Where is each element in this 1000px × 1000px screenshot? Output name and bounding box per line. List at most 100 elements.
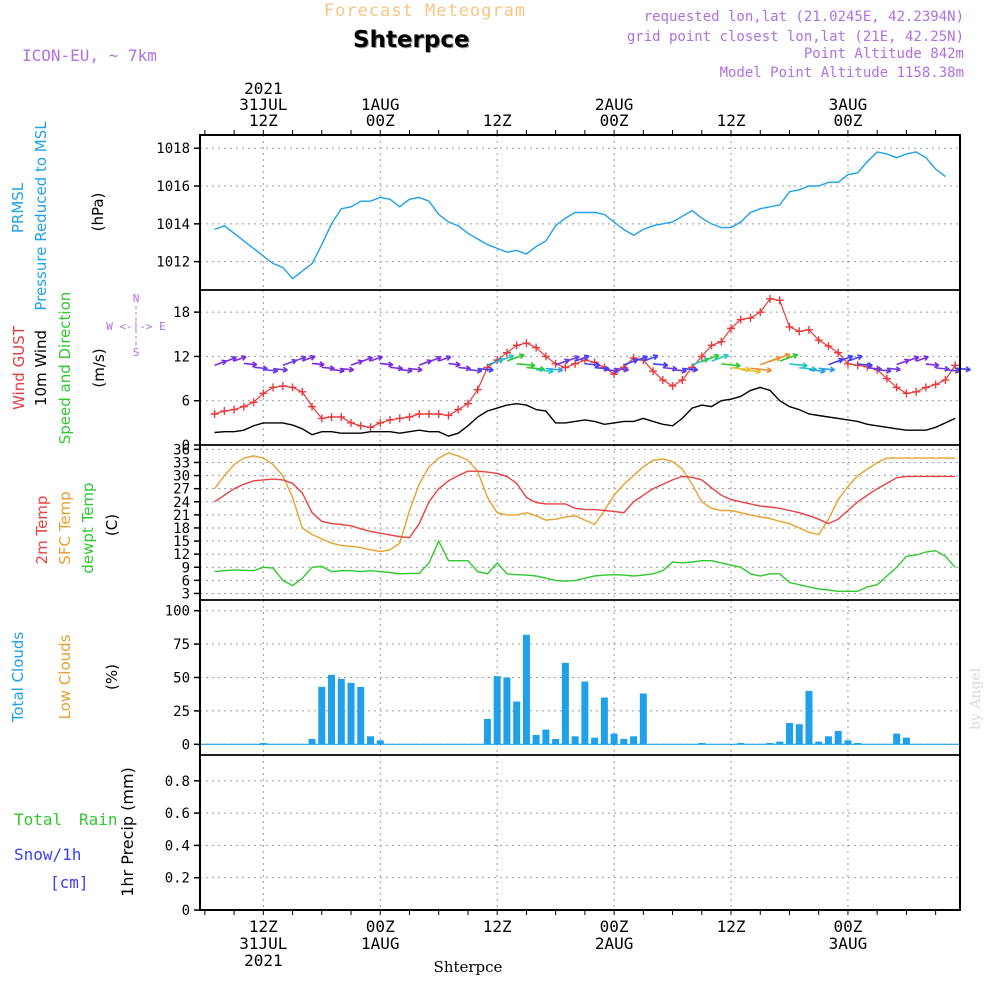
wind-direction-arrow — [341, 367, 354, 371]
y-tick-label: 9 — [182, 560, 190, 576]
wind-direction-arrow — [779, 353, 798, 362]
model-point-altitude: Model Point Altitude 1158.38m — [719, 65, 964, 81]
wind-arrow-head — [895, 366, 901, 373]
wind-direction-arrow — [711, 354, 729, 362]
wind-direction-arrow — [643, 355, 659, 362]
wind-arrow-head — [723, 353, 729, 360]
total-clouds-bar — [483, 718, 491, 745]
x-tick-label-bottom: 00Z — [833, 917, 862, 936]
gust-marker — [571, 359, 580, 368]
gust-marker — [804, 325, 813, 334]
station-name: Shterpce — [353, 27, 470, 53]
total-clouds-bar — [503, 677, 511, 745]
wind-direction-arrow — [867, 367, 882, 371]
gust-marker — [717, 337, 726, 346]
wind-direction-arrow — [604, 368, 619, 372]
total-clouds-bar — [542, 729, 550, 745]
wind-direction-arrow — [467, 368, 482, 372]
wind-direction-arrow — [701, 354, 720, 363]
gust-marker — [532, 343, 541, 352]
gust-marker — [366, 423, 375, 432]
wind-arrow-head — [867, 362, 873, 369]
total-clouds-bar — [367, 736, 375, 745]
chart-outer-frame — [199, 134, 961, 911]
sfc-temp-line — [214, 452, 956, 553]
wind-direction-arrow — [516, 362, 536, 367]
total-clouds-bar — [308, 738, 316, 745]
total-clouds-bar — [513, 701, 521, 745]
wind-direction-arrow — [380, 362, 393, 366]
wind-direction-arrow — [370, 355, 383, 362]
gust-marker — [941, 376, 950, 385]
total-clouds-bar — [337, 678, 345, 745]
y-tick-label: 75 — [173, 637, 190, 653]
wind-arrow-head — [623, 366, 629, 373]
wind-direction-arrow — [662, 366, 678, 370]
wind-direction-arrow — [652, 363, 668, 367]
total-clouds-bar — [552, 738, 560, 745]
total-clouds-bar — [620, 738, 628, 745]
wind-direction-arrow — [818, 367, 835, 371]
gust-marker — [951, 361, 960, 370]
x-tick-label-bottom: 12Z — [717, 917, 746, 936]
total-rain-label-total: Total — [14, 810, 62, 829]
wind-arrow-head — [251, 361, 258, 368]
gust-marker — [405, 412, 414, 421]
wind-arrow-head — [417, 366, 423, 373]
gust-marker — [269, 383, 278, 392]
wind-direction-arrow — [438, 355, 451, 362]
wind-direction-arrow — [321, 366, 335, 370]
wind-direction-arrow — [506, 354, 525, 362]
wind-arrow-head — [435, 355, 442, 362]
gust-marker — [220, 407, 229, 416]
x-tick-label-bottom: 00Z — [600, 917, 629, 936]
wind-unit-label: (m/s) — [90, 348, 108, 387]
wind-direction-arrow — [233, 355, 247, 362]
gust-marker — [522, 339, 531, 348]
gust-marker — [308, 402, 317, 411]
total-clouds-bar — [854, 742, 862, 745]
y-tick-label: 3 — [182, 586, 190, 602]
wind-direction-arrow — [877, 368, 892, 372]
wind-direction-arrow — [808, 368, 826, 373]
y-tick-label: 0.6 — [165, 806, 190, 822]
gust-marker — [327, 412, 336, 421]
pressure-label-prmsl: PRMSL — [9, 182, 27, 233]
compass-north-label: N — [133, 292, 140, 305]
total-clouds-bar — [259, 742, 267, 745]
wind-direction-arrow — [740, 368, 761, 373]
wind-direction-arrow — [672, 368, 687, 372]
x-tick-label-bottom: 2AUG — [595, 934, 634, 953]
wind-direction-arrow — [272, 367, 288, 371]
wind-arrow-head — [594, 361, 601, 368]
wind-arrow-head — [766, 366, 772, 374]
compass-south-label: S — [133, 346, 140, 359]
total-clouds-bar — [522, 634, 530, 745]
wind-direction-arrow — [906, 356, 919, 363]
y-tick-label: 0.2 — [165, 871, 190, 887]
total-clouds-bar — [376, 740, 384, 745]
x-tick-label-top: 12Z — [249, 111, 278, 130]
wind-direction-arrow — [682, 367, 698, 371]
wind-direction-arrow — [789, 363, 808, 367]
gust-marker — [249, 398, 258, 407]
y-tick-label: 0.4 — [165, 838, 190, 854]
wind-direction-arrow — [302, 355, 316, 362]
wind-arrow-head — [319, 361, 325, 368]
gust-marker — [444, 411, 453, 420]
pressure-label-msl: Pressure Reduced to MSL — [32, 121, 50, 311]
x-tick-label-bottom: 1AUG — [361, 934, 400, 953]
wind-direction-arrow — [730, 366, 751, 371]
wind-arrow-head — [692, 366, 699, 373]
wind-arrow-head — [713, 353, 720, 360]
gust-marker — [882, 374, 891, 383]
gust-marker — [230, 405, 239, 414]
wind-direction-arrow — [935, 367, 950, 371]
total-clouds-bar — [328, 674, 336, 745]
x-tick-label-top: 12Z — [483, 111, 512, 130]
y-tick-label: 36 — [173, 442, 190, 458]
gust-marker — [853, 361, 862, 370]
gust-marker — [834, 348, 843, 357]
y-tick-label: 30 — [173, 469, 190, 485]
